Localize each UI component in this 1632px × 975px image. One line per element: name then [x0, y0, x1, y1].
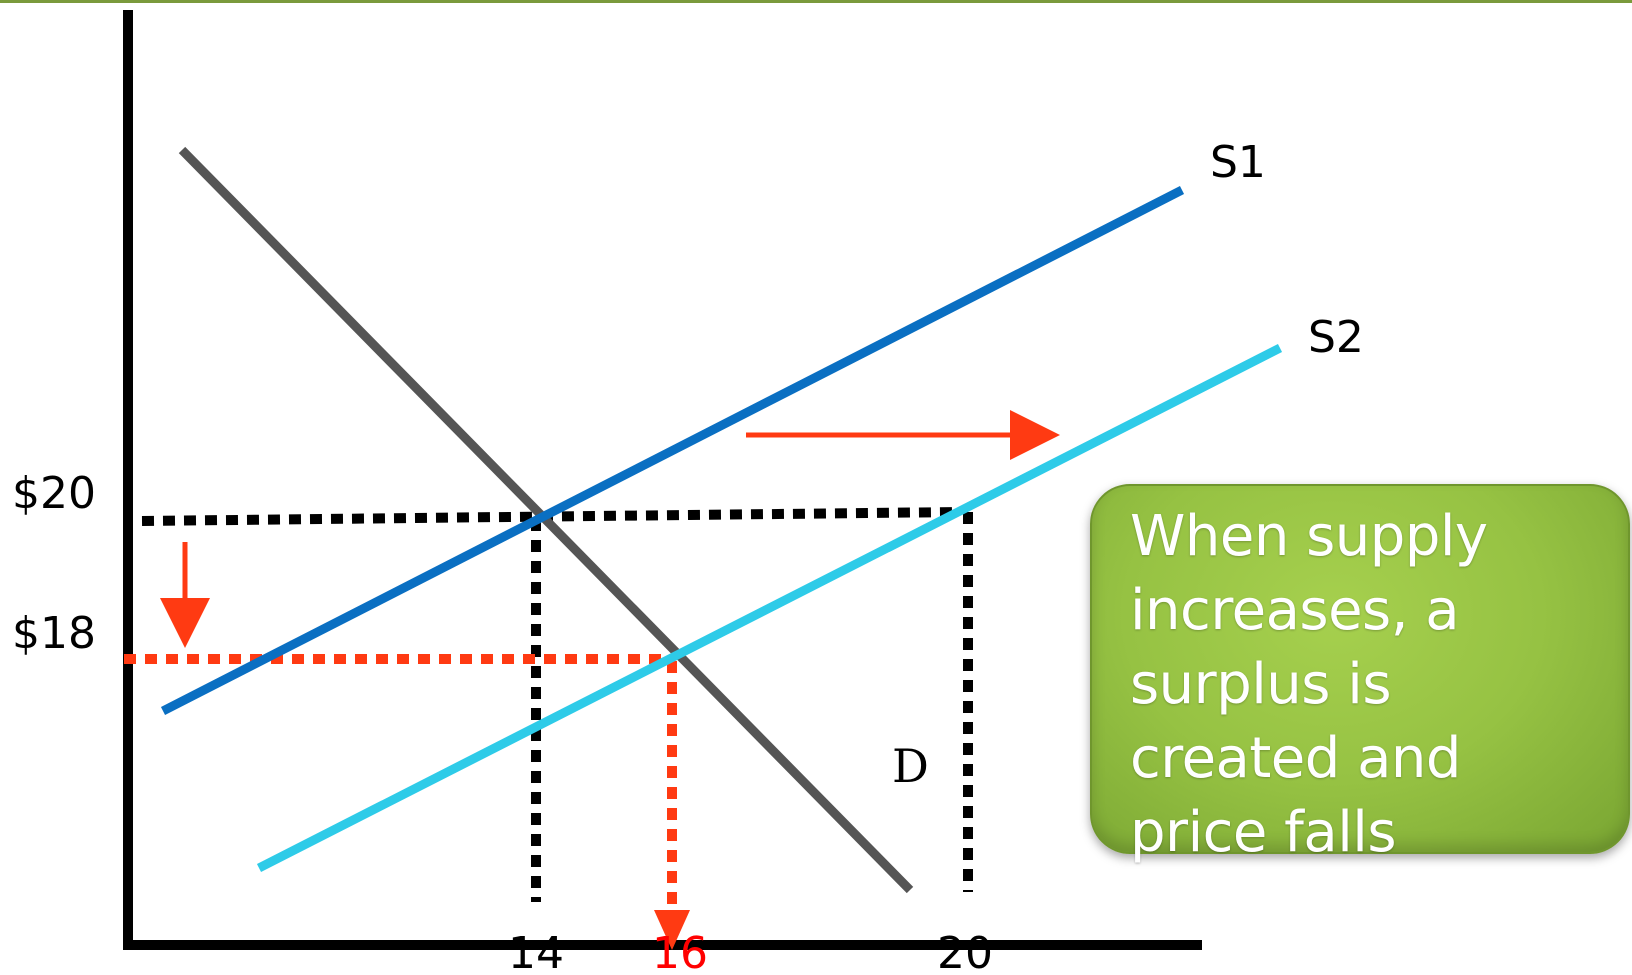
explanation-callout: When supply increases, a surplus is crea… — [1090, 484, 1630, 865]
top-rule — [0, 0, 1632, 3]
supply-curve-s1 — [160, 185, 1185, 716]
supply-s1-label: S1 — [1210, 137, 1266, 188]
callout-text: When supply increases, a surplus is crea… — [1130, 504, 1488, 865]
demand-d-label: D — [892, 739, 929, 793]
price-18-label: $18 — [12, 608, 96, 659]
supply-curve-s2 — [256, 343, 1283, 873]
supply-s2-label: S2 — [1308, 312, 1364, 363]
quantity-20-label: 20 — [937, 928, 993, 975]
price-20-label: $20 — [12, 468, 96, 519]
quantity-14-label: 14 — [508, 928, 564, 975]
quantity-16-arrowhead — [654, 910, 690, 950]
quantity-16-label: 16 — [652, 928, 708, 975]
